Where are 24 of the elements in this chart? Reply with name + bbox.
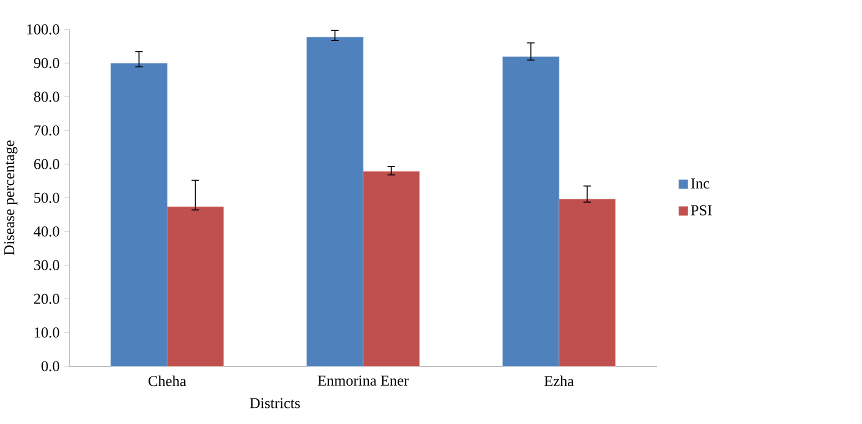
y-tick-label: 50.0 xyxy=(34,192,60,203)
y-tick-label: 60.0 xyxy=(34,158,60,170)
y-tick-label: 30.0 xyxy=(34,260,60,270)
bar xyxy=(558,198,616,366)
y-tick-label: 90.0 xyxy=(34,58,60,68)
bar xyxy=(362,171,420,366)
y-tick-label: 0.0 xyxy=(42,360,60,372)
bar xyxy=(502,56,560,366)
legend-label: Inc xyxy=(691,178,710,188)
y-tick-label: 40.0 xyxy=(34,226,60,236)
y-tick-label: 80.0 xyxy=(34,91,60,102)
legend-label: PSI xyxy=(690,205,712,216)
y-tick-label: 100.0 xyxy=(27,24,60,34)
x-tick-label: Ezha xyxy=(544,375,574,386)
y-tick-label: 70.0 xyxy=(34,125,60,136)
y-tick-label: 20.0 xyxy=(34,294,60,304)
y-tick-label: 10.0 xyxy=(34,327,60,338)
x-tick-label: Enmorina Ener xyxy=(318,375,409,386)
x-tick-label: Cheha xyxy=(148,375,186,386)
bar xyxy=(166,206,224,366)
bar xyxy=(110,62,168,366)
bar xyxy=(306,36,364,366)
y-axis-title: Disease percentage xyxy=(4,140,18,255)
x-axis-title: Districts xyxy=(250,398,300,408)
